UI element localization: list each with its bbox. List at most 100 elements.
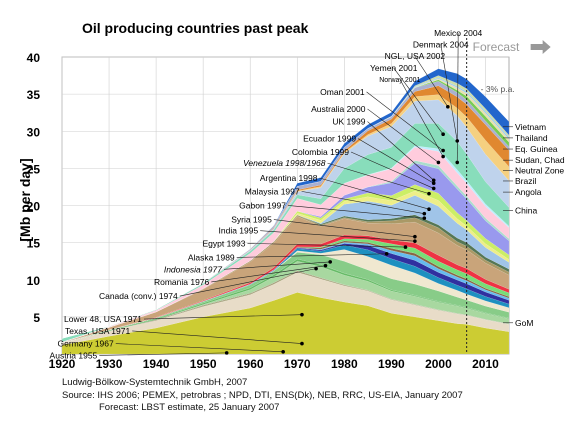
peak-label: Austria 1955 [50,350,98,360]
leader-line [367,121,434,181]
area-sudan-chad [61,79,510,339]
peak-label: Australia 2000 [311,104,366,114]
leader-line [393,67,444,135]
peak-marker [441,148,445,153]
area-brazil [61,85,510,339]
y-tick-label: 20 [27,200,41,214]
leader-line [440,44,458,141]
peak-marker [413,234,417,239]
leader-line [327,162,430,194]
peak-marker [323,263,328,268]
y-tick-label: 5 [33,311,40,325]
peak-label: Colombia 1999 [292,147,349,157]
peak-marker [431,178,436,183]
right-label: Eq. Guinea [515,144,558,154]
right-label: Angola [515,187,542,197]
leader-line [273,219,415,237]
peak-label: NGL, USA 2002 [385,51,446,61]
peak-label: Norway 2001 [379,77,420,84]
peak-label: Texas, USA 1971 [65,326,130,336]
area-vietnam [61,75,510,339]
leader-line [367,108,439,163]
right-label: China [515,206,537,216]
x-tick-label: 1930 [96,357,123,371]
right-label: Vietnam [515,122,546,132]
leader-line [143,314,302,320]
leader-line [350,151,434,189]
leader-line [399,79,444,157]
peak-label: Ecuador 1999 [303,134,356,144]
peak-label: Lower 48, USA 1971 [64,314,142,324]
x-tick-label: 1990 [378,357,405,371]
right-label: Neutral Zone [515,166,564,176]
x-tick-label: 1950 [190,357,217,371]
peak-label: Oman 2001 [320,87,365,97]
area-alaska-1989 [61,249,510,343]
leader-line [301,191,425,214]
peak-marker [422,216,427,220]
peak-marker [403,245,408,249]
peak-marker [281,349,285,354]
leader-line [99,352,227,356]
right-label: Thailand [515,133,548,143]
peak-marker [422,211,427,216]
y-tick-label: 25 [27,162,41,176]
credit-line-3: Forecast: LBST estimate, 25 January 2007 [99,402,280,413]
area-eq-guinea [61,78,510,339]
y-tick-label: 35 [27,88,41,102]
area-indonesia-1977 [61,252,510,343]
area-thailand [61,77,510,339]
peak-label: Malaysia 1997 [245,186,300,196]
right-label: Sudan, Chad [515,155,565,165]
leader-line [132,330,302,344]
right-label: Brazil [515,176,536,186]
forecast-rate: - 3% p.a. [481,84,515,94]
leader-line [211,265,326,283]
y-tick-label: 10 [27,274,41,288]
peak-label: India 1995 [219,226,259,236]
leader-line [115,343,284,353]
peak-marker [455,139,460,143]
chart-title: Oil producing countries past peak [82,20,309,36]
x-tick-label: 2010 [472,357,499,371]
area-lower-48-usa-1971 [61,292,510,355]
leader-line [247,243,406,248]
peak-marker [446,104,450,109]
credits: Ludwig-Bölkow-Systemtechnik GmbH, 2007 S… [62,377,463,415]
leader-line [260,230,415,242]
peak-marker [427,191,431,196]
peak-marker [224,351,229,355]
x-tick-label: 2000 [425,357,452,371]
peak-marker [384,251,389,256]
forecast-label: Forecast [473,40,520,54]
area-neutral-zone [61,81,510,339]
credit-line-1: Ludwig-Bölkow-Systemtechnik GmbH, 2007 [62,377,248,388]
y-tick-label: 40 [27,51,41,65]
peak-label: UK 1999 [332,117,365,127]
peak-marker [455,160,460,165]
peak-marker [441,132,445,137]
y-tick-label: 15 [27,237,41,251]
forecast-arrow-icon [530,40,551,54]
peak-label: Romania 1976 [154,277,210,287]
peak-marker [300,341,304,346]
peak-marker [431,186,436,191]
x-tick-label: 1960 [237,357,264,371]
right-label: GoM [515,318,533,328]
peak-marker [441,154,445,159]
peak-label: Syria 1995 [231,215,272,225]
peak-marker [300,312,304,317]
leader-line [414,56,449,107]
x-tick-label: 1980 [331,357,358,371]
leader-line [179,268,317,297]
leader-line [357,138,434,184]
x-tick-label: 1940 [143,357,170,371]
credit-line-2: Source: IHS 2006; PEMEX, petrobras ; NPD… [62,389,463,401]
peak-marker [436,160,441,165]
x-tick-label: 1970 [284,357,311,371]
peak-label: Germany 1967 [58,339,114,349]
y-tick-label: 30 [27,125,41,139]
leader-line [236,253,387,258]
